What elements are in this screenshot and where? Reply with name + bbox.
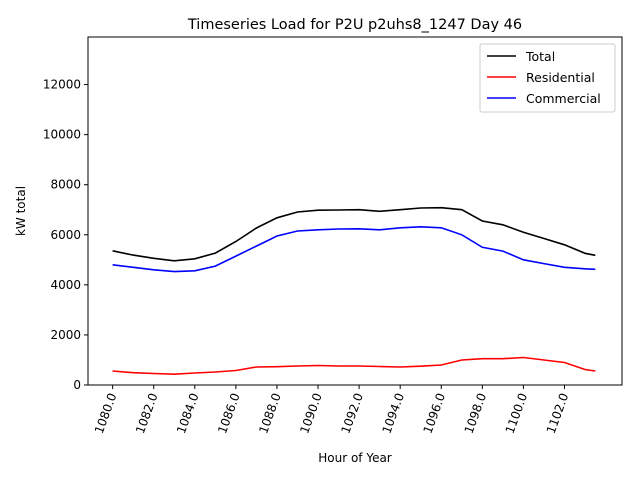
legend-label-total: Total (525, 49, 555, 64)
y-axis-label: kW total (14, 186, 28, 236)
y-tick-label: 4000 (50, 278, 81, 292)
y-axis: 0 2000 4000 6000 8000 10000 12000 (43, 78, 88, 392)
series-lines (112, 206, 596, 376)
legend: Total Residential Commercial (479, 43, 616, 113)
y-tick-label: 2000 (50, 328, 81, 342)
y-tick-label: 6000 (50, 228, 81, 242)
x-tick-label: 1094.0 (379, 391, 407, 435)
x-tick-label: 1088.0 (256, 391, 284, 435)
series-line-residential (112, 356, 596, 376)
x-tick-label: 1098.0 (462, 391, 490, 435)
series-line-commercial (112, 225, 596, 273)
legend-label-residential: Residential (526, 70, 595, 85)
x-tick-label: 1080.0 (92, 391, 120, 435)
x-tick-label: 1102.0 (544, 391, 572, 435)
x-tick-label: 1082.0 (133, 391, 161, 435)
series-line-total (112, 206, 596, 262)
x-axis-label: Hour of Year (318, 451, 392, 465)
chart-title: Timeseries Load for P2U p2uhs8_1247 Day … (187, 17, 522, 33)
x-tick-label: 1096.0 (421, 391, 449, 435)
legend-box (479, 43, 616, 113)
y-tick-label: 0 (73, 378, 81, 392)
x-tick-label: 1090.0 (297, 391, 325, 435)
x-axis: 1080.0 1082.0 1084.0 1086.0 1088.0 1090.0 1092… (92, 385, 571, 435)
x-tick-label: 1084.0 (174, 391, 202, 435)
y-tick-label: 12000 (43, 78, 81, 92)
plot-area (87, 36, 623, 386)
y-tick-label: 8000 (50, 178, 81, 192)
y-tick-label: 10000 (43, 128, 81, 142)
x-tick-label: 1086.0 (215, 391, 243, 435)
legend-label-commercial: Commercial (526, 91, 601, 106)
x-tick-label: 1092.0 (338, 391, 366, 435)
x-tick-label: 1100.0 (503, 391, 531, 435)
